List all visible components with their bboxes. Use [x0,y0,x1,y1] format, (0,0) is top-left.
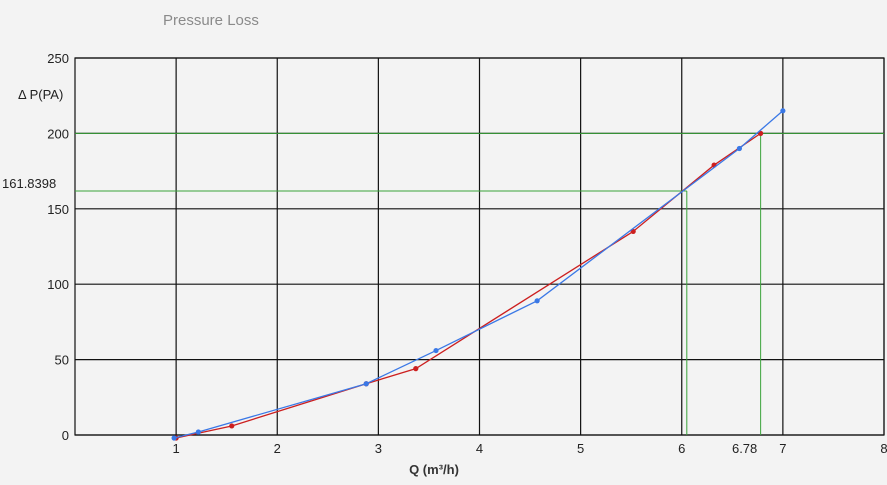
data-series [171,108,786,441]
series-line-0 [175,132,761,439]
data-point [363,381,369,387]
y-tick-label: 200 [47,126,69,141]
reference-lines: 6.78 161.8398 [2,132,884,456]
data-point [780,108,786,114]
reference-x-label: 6.78 [732,441,757,456]
y-tick-label: 100 [47,277,69,292]
x-tick-label: 8 [880,441,887,456]
y-tick-label: 0 [62,428,69,443]
x-tick-label: 6 [678,441,685,456]
data-point [433,347,439,354]
data-point [229,423,235,429]
y-tick-label: 250 [47,51,69,66]
tick-labels: 0 50 100 150 200 250 1 2 3 4 5 6 7 8 [47,51,887,456]
data-point [736,145,742,152]
series-line-1 [173,110,784,439]
x-tick-label: 1 [173,441,180,456]
data-point [413,366,419,372]
x-tick-label: 3 [375,441,382,456]
data-point [534,298,540,304]
y-tick-label: 50 [55,353,69,368]
x-tick-label: 2 [274,441,281,456]
x-tick-label: 4 [476,441,483,456]
chart-title: Pressure Loss [163,12,259,29]
data-point [195,429,201,435]
x-axis-label: Q (m³/h) [409,462,459,477]
y-axis-label: Δ P(PA) [18,87,63,102]
x-tick-label: 7 [779,441,786,456]
reference-y-label: 161.8398 [2,176,56,191]
x-tick-label: 5 [577,441,584,456]
data-point [758,130,764,136]
grid-lines [74,57,885,436]
y-tick-label: 150 [47,202,69,217]
data-point [171,435,177,441]
